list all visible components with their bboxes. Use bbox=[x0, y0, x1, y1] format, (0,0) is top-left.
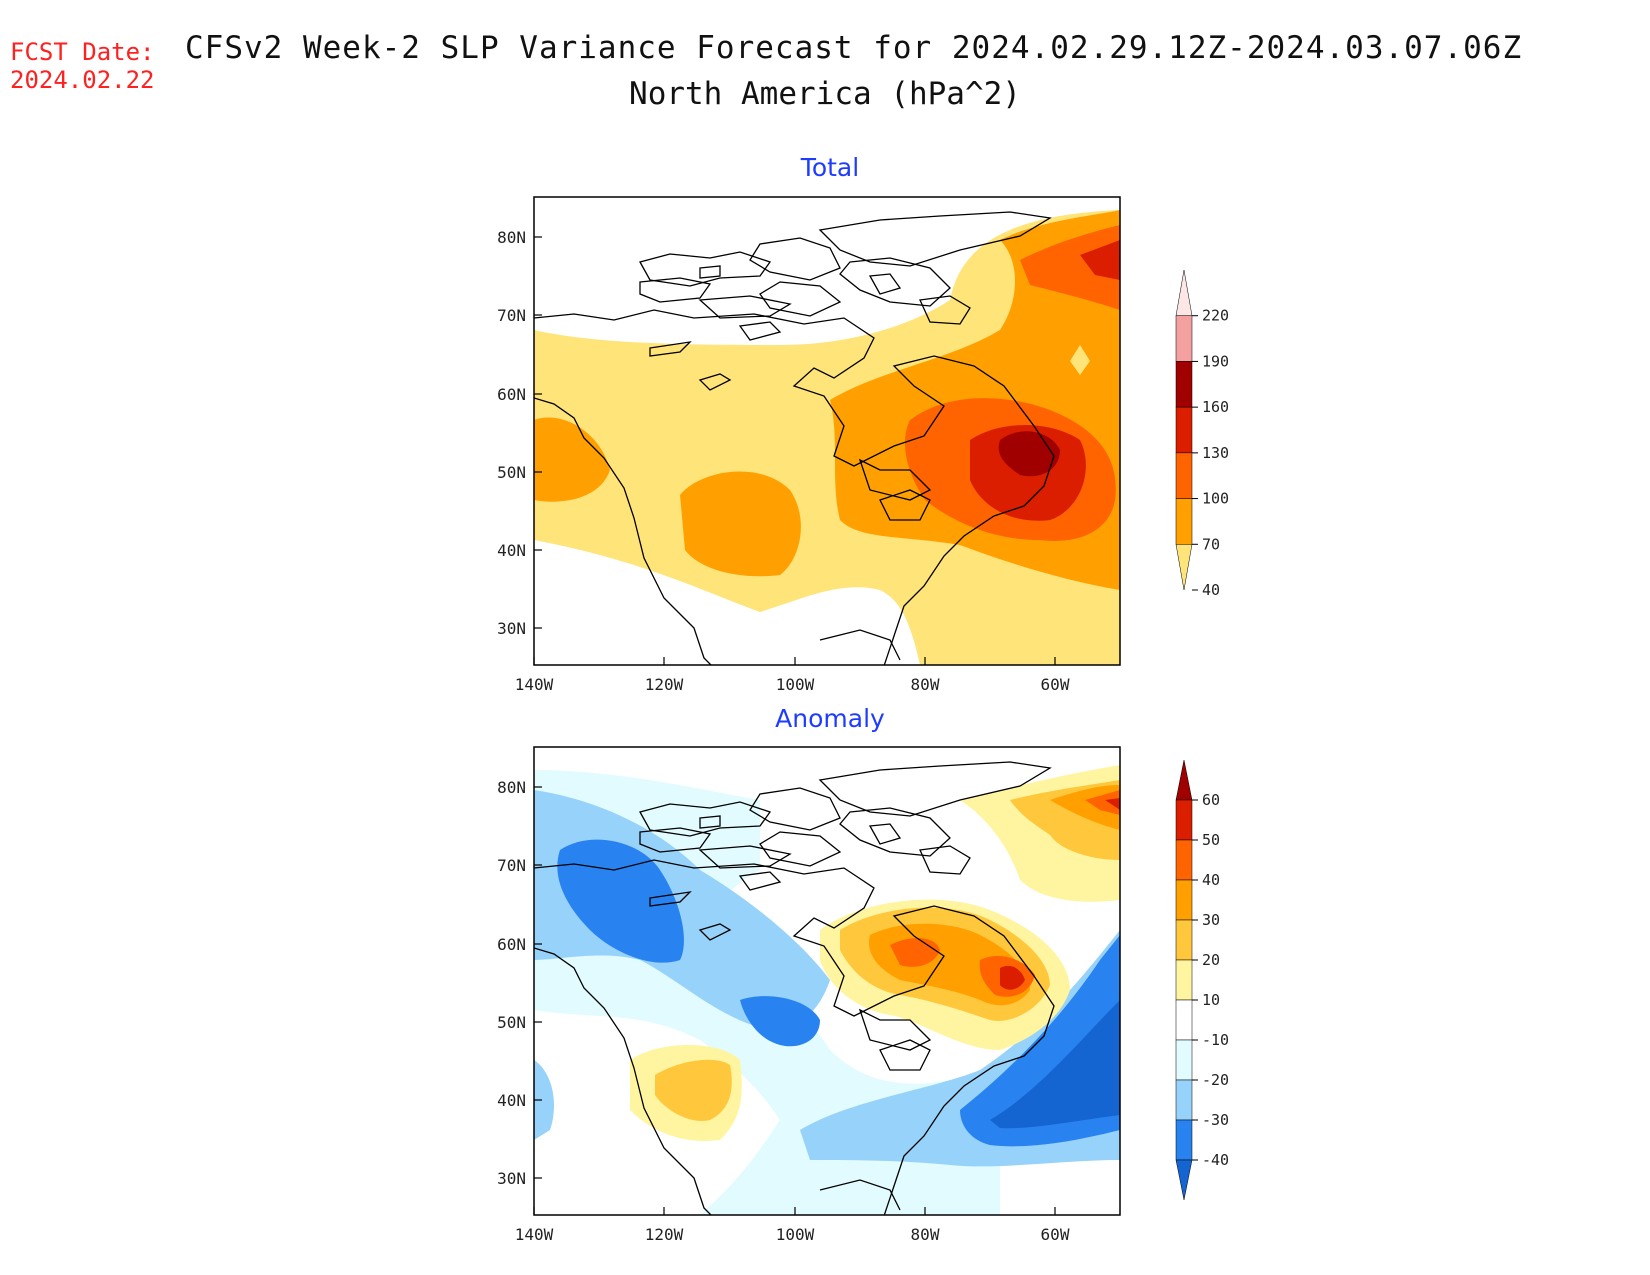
lat-tick-label: 80N bbox=[497, 778, 526, 797]
colorbar-label: 190 bbox=[1202, 352, 1229, 370]
colorbar-band bbox=[1175, 1039, 1193, 1081]
colorbar-band bbox=[1175, 799, 1193, 841]
colorbar-band bbox=[1175, 759, 1193, 801]
fcst-date: 2024.02.22 bbox=[10, 66, 155, 94]
lat-tick-label: 70N bbox=[497, 306, 526, 325]
lon-tick-label: 100W bbox=[776, 675, 815, 694]
colorbar-label: 220 bbox=[1202, 307, 1229, 325]
lon-tick-label: 60W bbox=[1041, 675, 1070, 694]
colorbar-label: 10 bbox=[1202, 991, 1220, 1009]
lon-tick-label: 120W bbox=[645, 1225, 684, 1244]
lon-tick-label: 60W bbox=[1041, 1225, 1070, 1244]
lon-tick-label: 140W bbox=[515, 1225, 554, 1244]
colorbar-band bbox=[1175, 269, 1193, 316]
lat-tick-label: 50N bbox=[497, 463, 526, 482]
lon-tick-label: 80W bbox=[911, 675, 940, 694]
panel-title-anomaly: Anomaly bbox=[775, 704, 885, 733]
lon-tick-label: 140W bbox=[515, 675, 554, 694]
colorbar-band bbox=[1175, 1119, 1193, 1161]
colorbar-band bbox=[1175, 879, 1193, 921]
colorbar-label: 60 bbox=[1202, 791, 1220, 809]
colorbar-band bbox=[1175, 452, 1193, 499]
lon-tick-label: 120W bbox=[645, 675, 684, 694]
colorbar-label: 30 bbox=[1202, 911, 1220, 929]
colorbar-band bbox=[1175, 1159, 1193, 1201]
colorbar-label: 100 bbox=[1202, 490, 1229, 508]
lat-tick-label: 60N bbox=[497, 385, 526, 404]
lat-tick-label: 80N bbox=[497, 228, 526, 247]
colorbar-band bbox=[1175, 315, 1193, 362]
lat-tick-label: 70N bbox=[497, 856, 526, 875]
colorbar-label: -10 bbox=[1202, 1031, 1229, 1049]
lat-tick-label: 40N bbox=[497, 1091, 526, 1110]
colorbar-label: 50 bbox=[1202, 831, 1220, 849]
colorbar-label: -40 bbox=[1202, 1151, 1229, 1169]
lat-tick-label: 30N bbox=[497, 619, 526, 638]
lon-tick-label: 80W bbox=[911, 1225, 940, 1244]
colorbar-band bbox=[1175, 959, 1193, 1001]
fcst-label: FCST Date: bbox=[10, 38, 155, 66]
colorbar-label: 40 bbox=[1202, 581, 1220, 599]
colorbar-band bbox=[1175, 544, 1193, 591]
colorbar-label: 20 bbox=[1202, 951, 1220, 969]
chart-subtitle: North America (hPa^2) bbox=[629, 76, 1021, 112]
total-axes bbox=[533, 236, 1056, 665]
colorbar-band bbox=[1175, 999, 1193, 1041]
lat-tick-label: 60N bbox=[497, 935, 526, 954]
colorbar-band bbox=[1175, 1079, 1193, 1121]
lat-tick-label: 40N bbox=[497, 541, 526, 560]
lon-tick-label: 100W bbox=[776, 1225, 815, 1244]
colorbar-label: 70 bbox=[1202, 535, 1220, 553]
colorbar-band bbox=[1175, 919, 1193, 961]
colorbar-band bbox=[1175, 406, 1193, 454]
panel-title-total: Total bbox=[800, 153, 860, 182]
colorbar-band bbox=[1175, 498, 1193, 545]
lat-tick-label: 30N bbox=[497, 1169, 526, 1188]
forecast-date-label: FCST Date: 2024.02.22 bbox=[10, 38, 155, 94]
colorbar-band bbox=[1175, 839, 1193, 881]
lat-tick-label: 50N bbox=[497, 1013, 526, 1032]
chart-title: CFSv2 Week-2 SLP Variance Forecast for 2… bbox=[185, 30, 1523, 66]
colorbar-band bbox=[1175, 361, 1193, 408]
colorbar-label: -20 bbox=[1202, 1071, 1229, 1089]
colorbar-label: 160 bbox=[1202, 398, 1229, 416]
anomaly-axes bbox=[533, 786, 1056, 1215]
colorbar-label: 130 bbox=[1202, 444, 1229, 462]
colorbar-label: -30 bbox=[1202, 1111, 1229, 1129]
colorbar-label: 40 bbox=[1202, 871, 1220, 889]
